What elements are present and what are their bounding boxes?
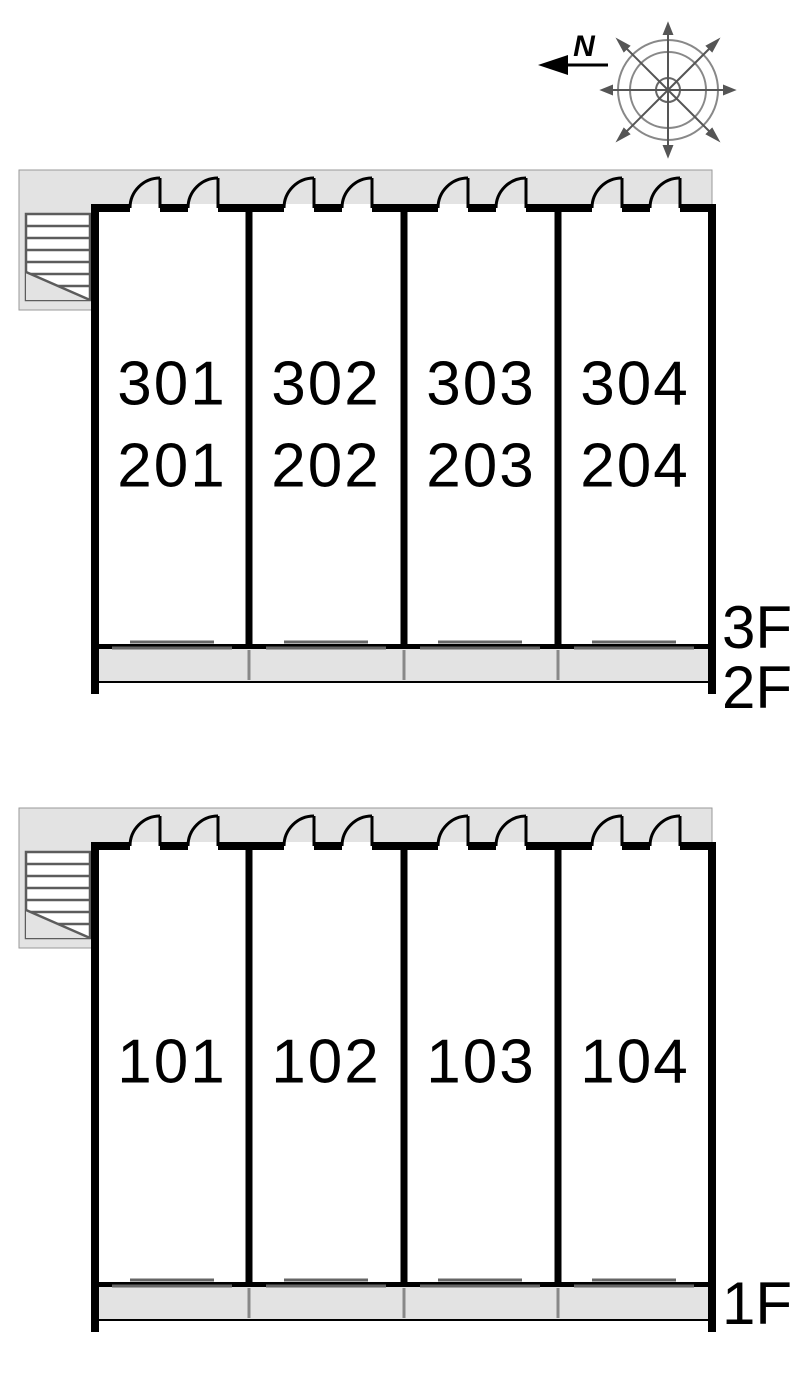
floor-label-3f: 3F xyxy=(722,594,792,661)
lower-block: 101 102 103 104 1F xyxy=(19,808,792,1337)
unit-label: 302 xyxy=(271,349,380,418)
floorplan-diagram: N xyxy=(0,0,800,1381)
lower-balcony xyxy=(95,1280,712,1332)
floor-label-2f: 2F xyxy=(722,654,792,721)
unit-label: 204 xyxy=(580,431,689,500)
unit-label: 203 xyxy=(426,431,535,500)
unit-label: 104 xyxy=(580,1027,689,1096)
upper-block: 301 302 303 304 201 202 203 204 3F 2F xyxy=(19,170,792,721)
upper-stairs-icon xyxy=(26,214,90,300)
unit-label: 101 xyxy=(117,1027,226,1096)
upper-balcony xyxy=(95,642,712,694)
unit-label: 304 xyxy=(580,349,689,418)
compass-rose: N xyxy=(538,24,734,156)
unit-label: 103 xyxy=(426,1027,535,1096)
floor-label-1f: 1F xyxy=(722,1270,792,1337)
unit-label: 303 xyxy=(426,349,535,418)
unit-label: 102 xyxy=(271,1027,380,1096)
lower-stairs-icon xyxy=(26,852,90,938)
unit-label: 201 xyxy=(117,431,226,500)
compass-north-label: N xyxy=(573,30,596,63)
unit-label: 301 xyxy=(117,349,226,418)
unit-label: 202 xyxy=(271,431,380,500)
